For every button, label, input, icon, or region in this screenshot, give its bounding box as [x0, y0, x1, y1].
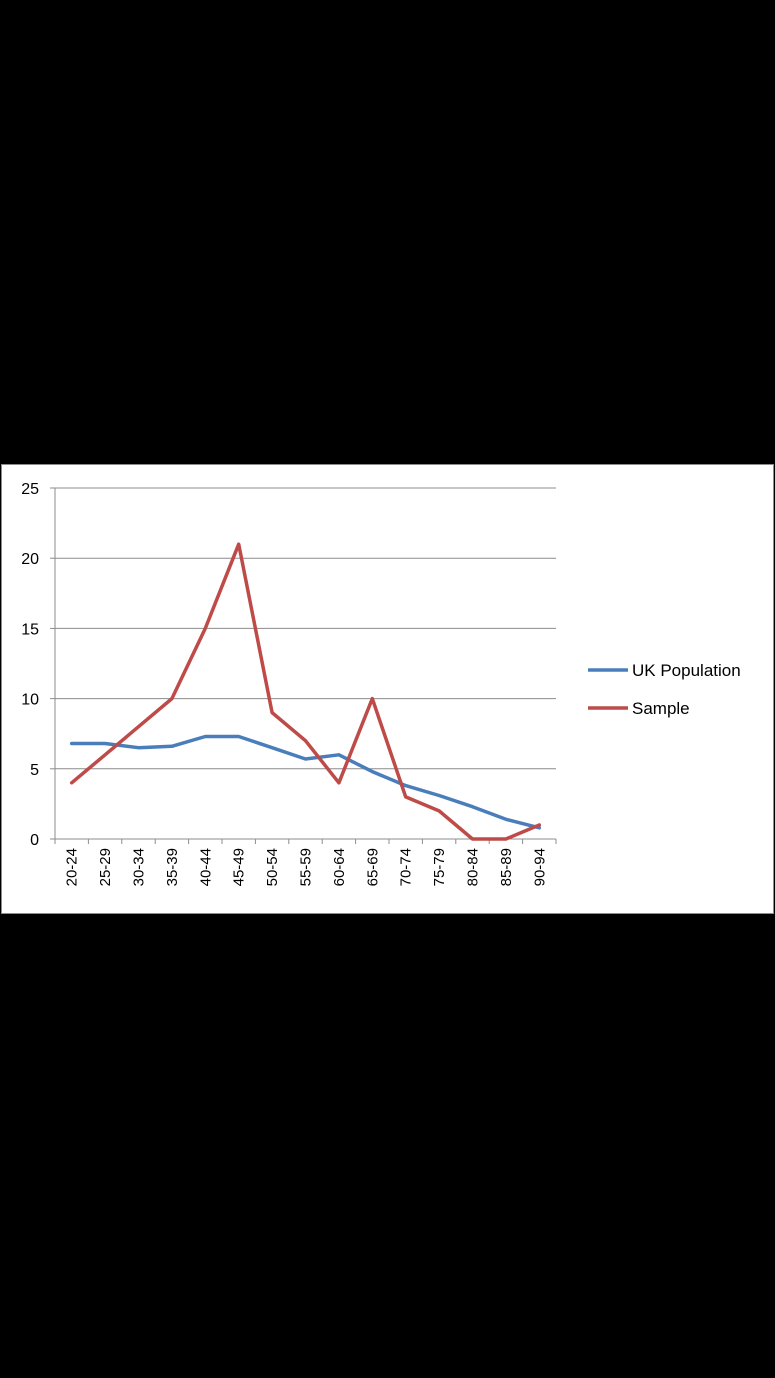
y-tick-label: 25	[21, 481, 39, 498]
legend-label: Sample	[632, 699, 690, 718]
legend-label: UK Population	[632, 661, 741, 680]
y-tick-label: 5	[30, 762, 39, 779]
x-tick-labels: 20-24 25-29 30-34 35-39 40-44 45-49 50-54 55-59…	[64, 848, 549, 886]
x-tick-label: 65-69	[364, 848, 381, 886]
x-tick-label: 40-44	[197, 848, 214, 886]
y-tick-labels: 0 5 10 15 20 25	[21, 481, 39, 849]
y-tick-label: 10	[21, 692, 39, 709]
line-chart: 0 5 10 15 20 25 20-24 25-29 30-34 35-39 40-44 45-4…	[21, 481, 741, 886]
series-line-uk-population	[69, 734, 542, 830]
x-tick-label: 35-39	[164, 848, 181, 886]
x-tick-label: 80-84	[465, 848, 482, 886]
x-tick-label: 25-29	[97, 848, 114, 886]
gridlines	[55, 487, 556, 770]
y-tick-label: 15	[21, 621, 39, 638]
x-tick-label: 50-54	[264, 848, 281, 886]
x-tick-label: 90-94	[531, 848, 548, 886]
x-tick-label: 70-74	[398, 848, 415, 886]
x-tick-label: 30-34	[131, 848, 148, 886]
series-lines	[69, 542, 542, 841]
x-tick-label: 75-79	[431, 848, 448, 886]
x-tick-label: 60-64	[331, 848, 348, 886]
x-tick-label: 45-49	[231, 848, 248, 886]
x-tick-label: 55-59	[298, 848, 315, 886]
chart-panel: 0 5 10 15 20 25 20-24 25-29 30-34 35-39 40-44 45-4…	[1, 464, 774, 914]
y-tick-label: 20	[21, 551, 39, 568]
y-tick-label: 0	[30, 832, 39, 849]
legend: UK Population Sample	[588, 661, 741, 718]
axes	[50, 487, 557, 844]
x-tick-label: 85-89	[498, 848, 515, 886]
x-tick-label: 20-24	[64, 848, 81, 886]
series-line-sample	[69, 542, 542, 841]
